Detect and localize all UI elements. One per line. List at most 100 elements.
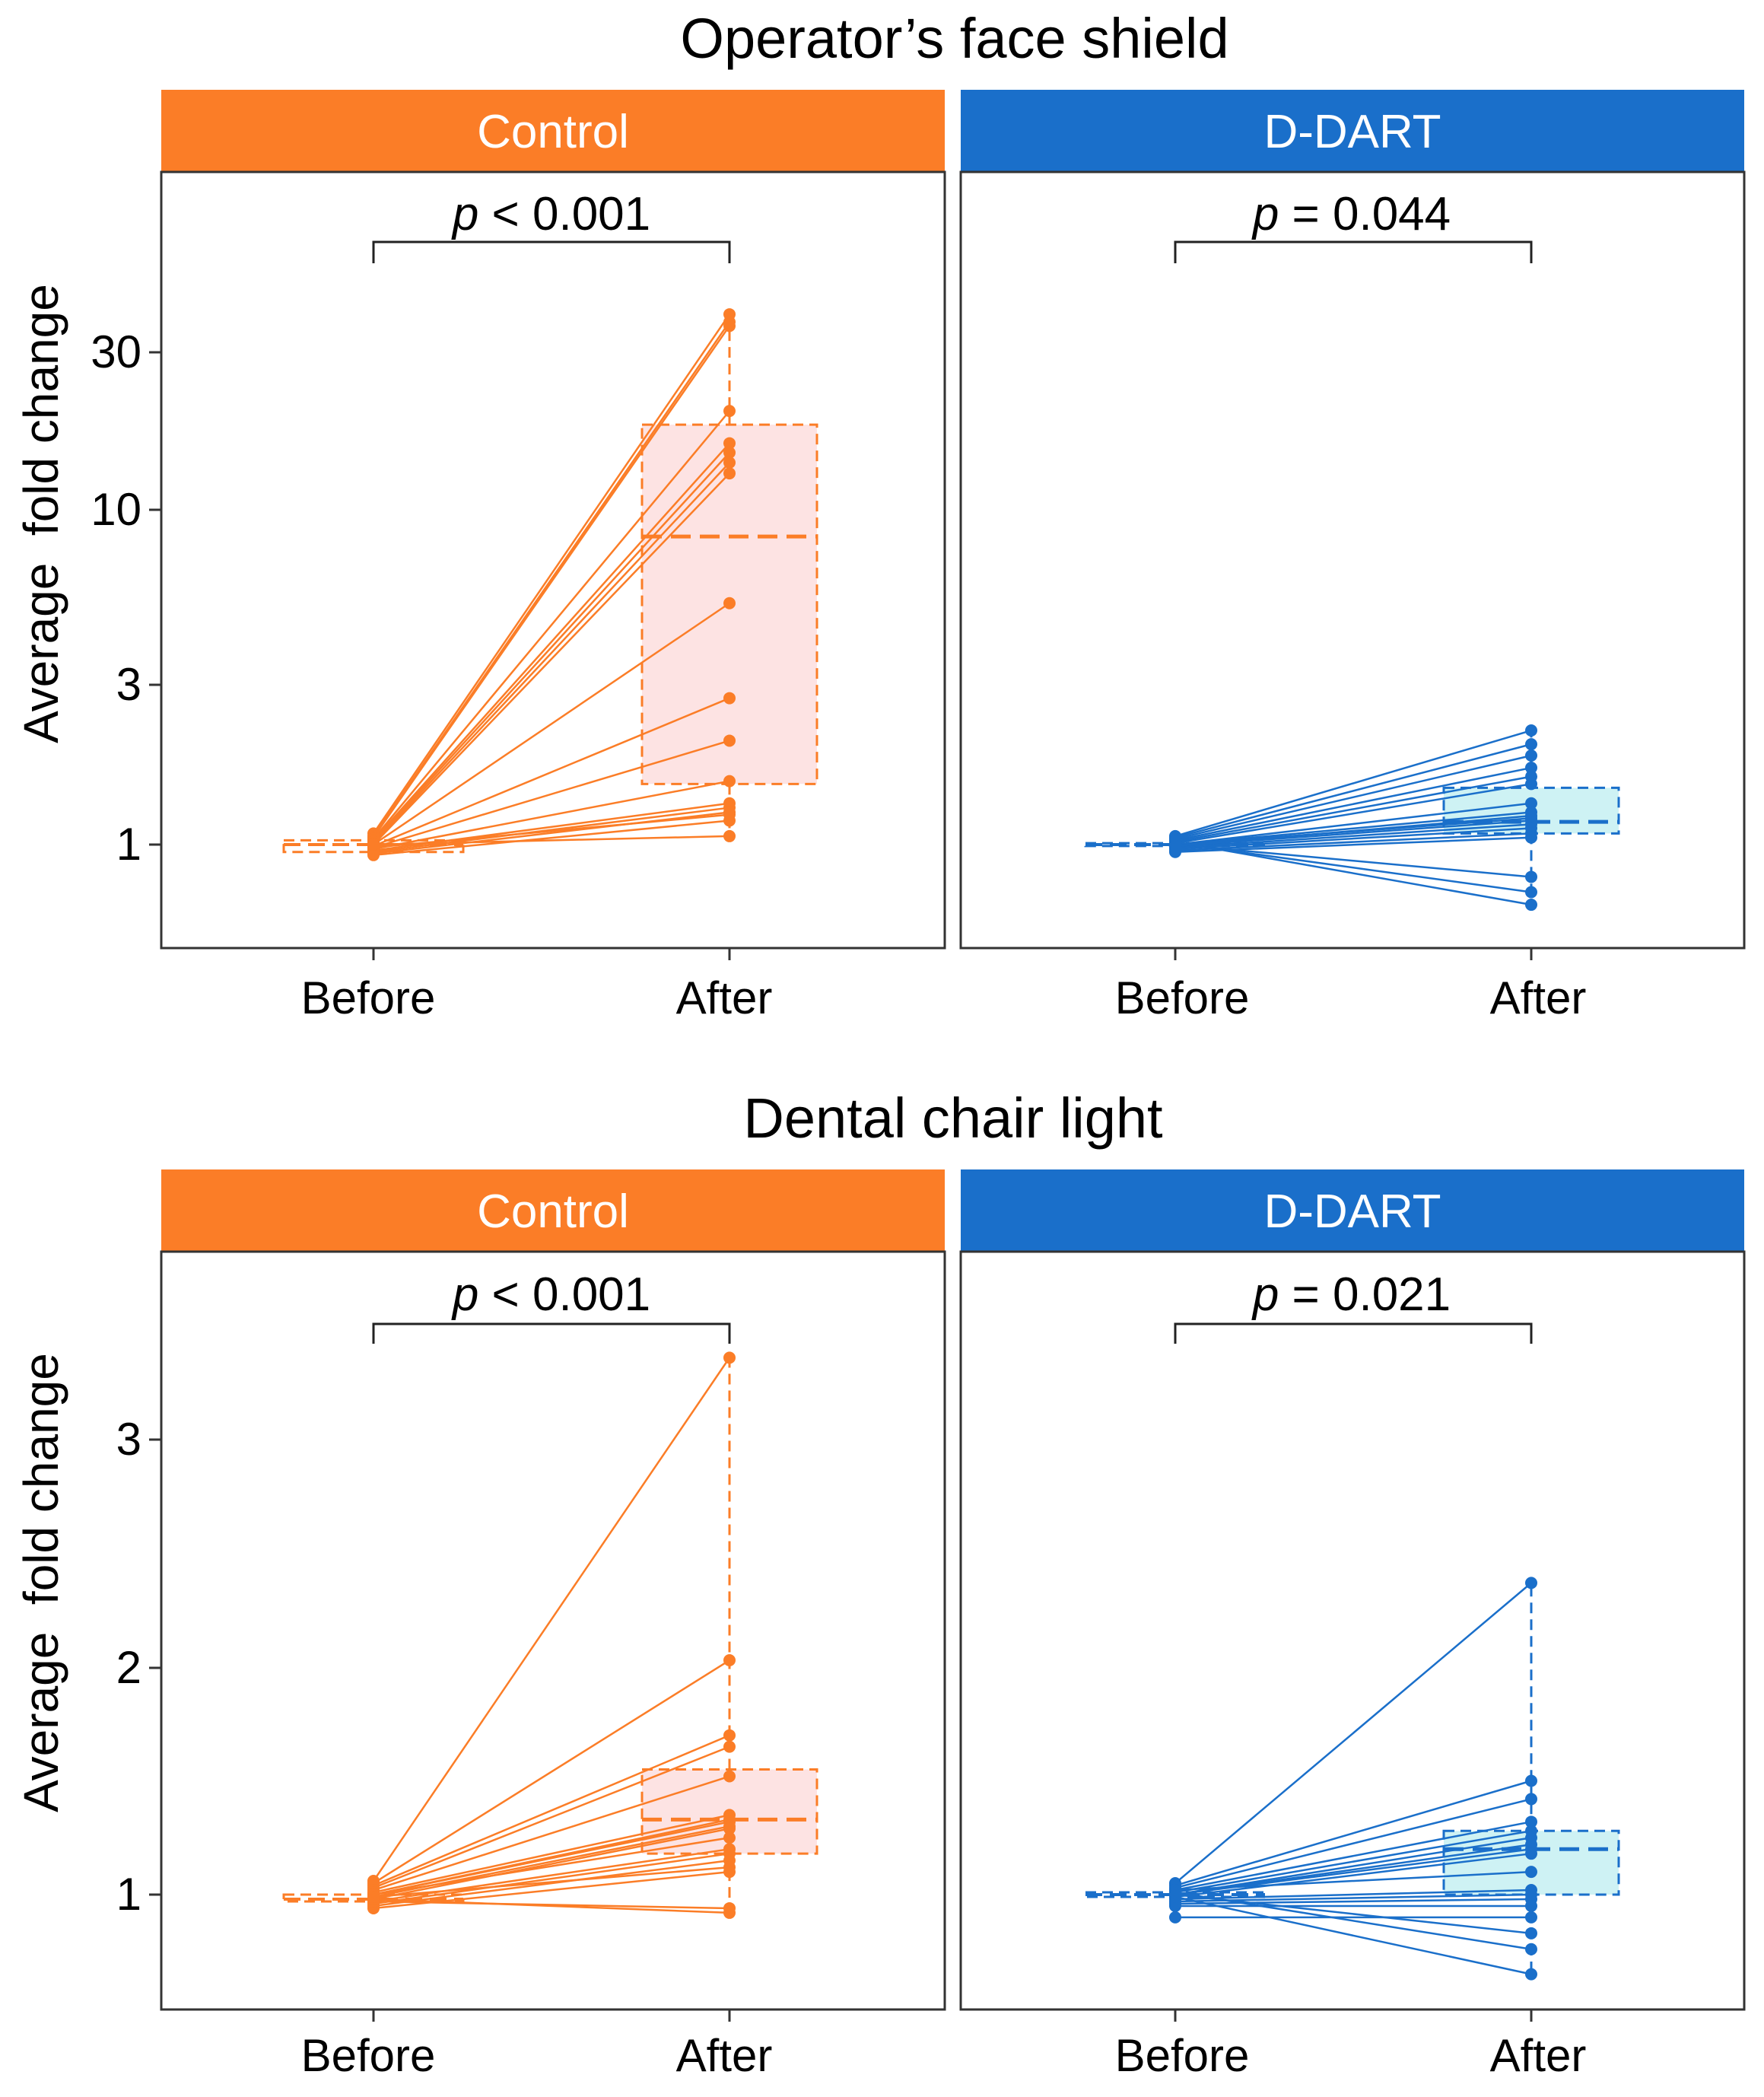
after-point — [1525, 1793, 1537, 1806]
x-tick-label-after: After — [676, 2030, 773, 2081]
paired-line — [1174, 1837, 1532, 1896]
x-tick-label-after: After — [676, 972, 773, 1023]
chart-title: Dental chair light — [743, 1087, 1163, 1150]
y-tick-label: 1 — [116, 1869, 141, 1920]
paired-line — [1174, 814, 1532, 848]
panel-ddart-bottom: D-DART p = 0.021 Before After — [959, 1169, 1746, 2081]
chart-title: Operator’s face shield — [680, 7, 1228, 70]
p-value: < 0.001 — [478, 188, 650, 240]
paired-line — [1174, 1891, 1532, 1950]
panel-header-bg — [161, 90, 945, 172]
paired-line — [373, 1814, 730, 1894]
plot-area — [1084, 724, 1620, 912]
after-point — [1525, 762, 1537, 775]
after-point — [1525, 738, 1537, 751]
after-point — [1525, 1577, 1537, 1589]
paired-line — [373, 807, 730, 853]
panel-header-bg — [961, 90, 1744, 172]
panel-header-label: Control — [477, 106, 629, 158]
y-tick-label: 3 — [116, 1414, 141, 1465]
p-symbol: p — [1251, 1268, 1279, 1321]
before-point — [1169, 839, 1181, 852]
paired-line — [1174, 1870, 1532, 1892]
paired-line — [372, 313, 731, 835]
after-point — [723, 405, 736, 418]
paired-line — [1174, 827, 1532, 851]
p-value-label: p = 0.044 — [1251, 188, 1451, 240]
after-point — [723, 1906, 736, 1919]
paired-line — [1174, 729, 1532, 838]
paired-line — [1174, 1798, 1532, 1889]
paired-line — [372, 325, 731, 838]
paired-line — [373, 697, 730, 848]
y-axis-label: Average fold change — [14, 284, 68, 743]
before-point — [367, 1890, 380, 1903]
after-point — [1525, 724, 1537, 737]
plot-area — [282, 308, 818, 861]
y-tick-label: 3 — [116, 659, 141, 710]
paired-line — [373, 452, 730, 843]
after-point — [1525, 1899, 1537, 1912]
x-tick-label-before: Before — [1115, 972, 1250, 1023]
p-value-label: p = 0.021 — [1251, 1268, 1451, 1321]
paired-line — [1174, 832, 1532, 852]
p-value-label: p < 0.001 — [451, 188, 650, 240]
p-value: = 0.044 — [1279, 188, 1451, 240]
paired-line — [1174, 743, 1532, 838]
paired-line — [373, 1898, 730, 1914]
paired-line — [373, 1852, 730, 1905]
after-point — [723, 467, 736, 480]
panel-header-label: D-DART — [1263, 106, 1441, 158]
paired-line — [373, 1659, 730, 1885]
after-point — [1525, 1943, 1537, 1955]
paired-line — [1174, 1830, 1532, 1894]
panel-header-bg — [961, 1169, 1744, 1252]
after-point — [1525, 749, 1537, 762]
after-point — [1525, 1866, 1537, 1879]
paired-line — [373, 1837, 730, 1896]
x-tick-label-after: After — [1490, 972, 1587, 1023]
significance-bracket — [1174, 1322, 1533, 1344]
after-point — [723, 437, 736, 450]
before-point — [367, 838, 380, 851]
paired-line — [373, 1866, 730, 1898]
p-value: = 0.021 — [1279, 1268, 1451, 1321]
after-point — [723, 446, 736, 459]
paired-line — [1174, 775, 1532, 843]
panel-header-bg — [161, 1169, 945, 1252]
paired-line — [373, 1828, 730, 1901]
significance-bracket — [1174, 240, 1533, 263]
y-tick-label: 30 — [91, 326, 141, 377]
chart-bottom: Dental chair light Average fold change C… — [14, 1087, 1746, 2081]
after-point — [723, 1831, 736, 1844]
panel-control-top: Control p < 0.001 Before After 1 3 10 30 — [91, 90, 946, 1023]
significance-bracket — [372, 240, 731, 263]
paired-line — [1174, 1852, 1532, 1898]
before-point — [1169, 1884, 1181, 1897]
after-point — [723, 1729, 736, 1742]
panel-header-label: Control — [477, 1185, 629, 1238]
p-value: < 0.001 — [478, 1268, 650, 1321]
paired-line — [1174, 766, 1532, 842]
paired-line — [373, 602, 730, 846]
paired-line — [373, 462, 730, 844]
chart-top: Operator’s face shield Average fold chan… — [14, 7, 1746, 1023]
after-point — [1525, 1815, 1537, 1828]
p-symbol: p — [451, 188, 478, 240]
paired-line — [372, 1357, 731, 1882]
paired-line — [373, 1900, 730, 1910]
panel-ddart-top: D-DART p = 0.044 Before After — [959, 90, 1746, 1023]
after-point — [1525, 810, 1537, 823]
paired-line — [1174, 783, 1532, 845]
paired-line — [1174, 823, 1532, 849]
y-axis-label: Average fold change — [14, 1353, 68, 1812]
paired-line — [1174, 1582, 1532, 1885]
after-point — [723, 829, 736, 842]
after-point — [723, 1654, 736, 1667]
after-point — [1525, 1774, 1537, 1787]
paired-line — [1174, 1889, 1532, 1901]
after-point — [1525, 831, 1537, 844]
after-point — [1525, 886, 1537, 899]
